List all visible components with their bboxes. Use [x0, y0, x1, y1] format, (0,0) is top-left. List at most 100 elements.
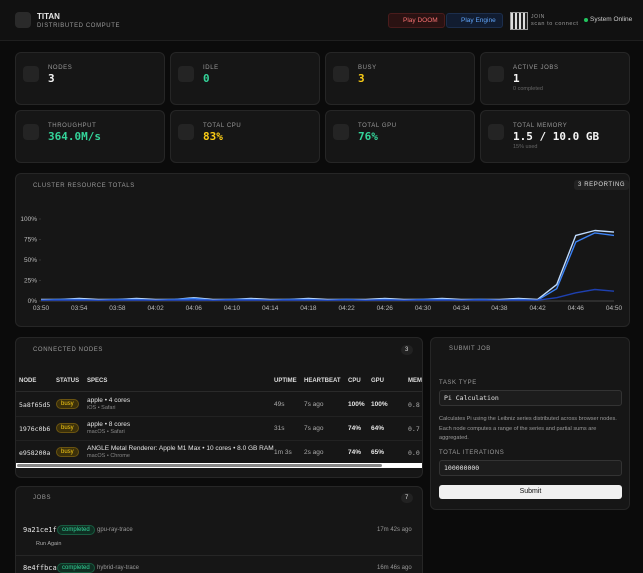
stat-icon	[488, 124, 504, 140]
column-header: SPECS	[87, 378, 108, 384]
stat-label: BUSY	[358, 65, 377, 71]
stat-label: NODES	[48, 65, 73, 71]
stat-label: IDLE	[203, 65, 219, 71]
reporting-badge: 3 REPORTING	[574, 180, 630, 190]
stat-icon	[23, 66, 39, 82]
stat-icon	[178, 66, 194, 82]
stat-icon	[23, 124, 39, 140]
stat-card	[15, 52, 165, 105]
run-again-button[interactable]: Run Again	[36, 541, 62, 547]
job-id: 8e4ffbca	[23, 564, 57, 572]
cell-cpu: 74%	[348, 449, 362, 456]
stat-icon	[178, 124, 194, 140]
cell-mem: 0.7 / 1.0 GB	[408, 425, 422, 433]
cell-heartbeat: 2s ago	[304, 449, 324, 456]
stat-value: 0	[203, 72, 210, 85]
iterations-label: TOTAL ITERATIONS	[439, 450, 505, 456]
column-header: GPU	[371, 378, 385, 384]
job-task: hybrid-ray-trace	[97, 565, 140, 571]
join-label: JOIN	[531, 14, 545, 20]
row-divider	[16, 416, 422, 417]
cell-mem: 0.8 / 1.0 GB	[408, 401, 422, 409]
nodes-count: 3	[401, 345, 413, 355]
app-subtitle: DISTRIBUTED COMPUTE	[37, 23, 121, 29]
stat-value: 76%	[358, 130, 378, 143]
y-tick-label: 0%	[28, 298, 38, 305]
x-tick-label: 04:42	[529, 305, 546, 312]
header-divider	[16, 391, 422, 392]
stat-card	[170, 110, 320, 163]
status-badge: busy	[56, 399, 79, 409]
iterations-value[interactable]: 100000000	[444, 464, 480, 472]
task-type-select[interactable]	[439, 390, 622, 406]
cell-uptime: 31s	[274, 425, 285, 432]
stat-icon	[488, 66, 504, 82]
nodes-title: CONNECTED NODES	[33, 347, 104, 353]
stat-value: 83%	[203, 130, 223, 143]
stat-card	[325, 110, 475, 163]
stat-value: 3	[48, 72, 55, 85]
stat-value: 1.5 / 10.0 GB	[513, 130, 600, 143]
system-status: System Online	[590, 16, 633, 23]
submit-button[interactable]: Submit	[439, 485, 622, 499]
job-status: completed	[57, 563, 95, 573]
x-tick-label: 03:54	[71, 305, 88, 312]
job-age: 17m 42s ago	[377, 527, 412, 533]
cell-gpu: 64%	[371, 425, 385, 432]
x-tick-label: 04:22	[338, 305, 355, 312]
x-tick-label: 03:50	[33, 305, 50, 312]
jobs-list: 9a21ce1f completed gpu-ray-trace 17m 42s ag…	[15, 515, 423, 573]
doom-button[interactable]: Play DOOM	[388, 13, 445, 28]
node-platform: macOS • Safari	[87, 429, 125, 435]
engine-button[interactable]: Play Engine	[446, 13, 503, 28]
job-status: completed	[57, 525, 95, 535]
stat-label: ACTIVE JOBS	[513, 65, 559, 71]
stat-label: THROUGHPUT	[48, 123, 97, 129]
node-platform: macOS • Chrome	[87, 453, 130, 459]
iterations-input[interactable]	[439, 460, 622, 476]
row-divider	[16, 440, 422, 441]
x-tick-label: 04:50	[606, 305, 623, 312]
y-tick-label: 25%	[24, 278, 37, 285]
column-header: UPTIME	[274, 378, 297, 384]
node-platform: iOS • Safari	[87, 405, 116, 411]
x-tick-label: 04:46	[568, 305, 585, 312]
stat-label: TOTAL CPU	[203, 123, 242, 129]
task-type-value[interactable]: Pi Calculation	[444, 394, 499, 402]
cell-cpu: 74%	[348, 425, 362, 432]
nodes-table: NODE STATUS SPECS UPTIME HEARTBEAT CPU GPU MEM 5…	[16, 372, 422, 464]
column-header: STATUS	[56, 378, 80, 384]
jobs-count: 7	[401, 493, 413, 503]
stat-value: 364.0M/s	[48, 130, 101, 143]
cell-uptime: 1m 3s	[274, 449, 292, 456]
job-divider	[15, 555, 423, 556]
x-tick-label: 04:38	[491, 305, 508, 312]
column-header: NODE	[19, 378, 37, 384]
stat-note: 0 completed	[513, 86, 543, 92]
cell-heartbeat: 7s ago	[304, 425, 324, 432]
series-line	[41, 229, 615, 301]
stat-icon	[333, 66, 349, 82]
submit-card	[430, 337, 630, 510]
join-hint: scan to connect	[531, 21, 579, 27]
stat-card	[480, 52, 630, 105]
stat-card	[15, 110, 165, 163]
cell-uptime: 49s	[274, 401, 285, 408]
y-tick-label: 50%	[24, 257, 37, 264]
stat-label: TOTAL MEMORY	[513, 123, 568, 129]
status-badge: busy	[56, 423, 79, 433]
series-line	[41, 288, 615, 301]
stat-card	[170, 52, 320, 105]
cell-gpu: 100%	[371, 401, 388, 408]
column-header: HEARTBEAT	[304, 378, 341, 384]
status-dot	[584, 18, 588, 22]
job-id: 9a21ce1f	[23, 526, 57, 534]
column-header: MEM	[408, 378, 422, 384]
cell-heartbeat: 7s ago	[304, 401, 324, 408]
scroll-thumb[interactable]	[17, 464, 382, 467]
chart-title: CLUSTER RESOURCE TOTALS	[33, 183, 135, 189]
qr-code[interactable]	[510, 12, 528, 30]
x-tick-label: 04:10	[224, 305, 241, 312]
stat-card	[480, 110, 630, 163]
